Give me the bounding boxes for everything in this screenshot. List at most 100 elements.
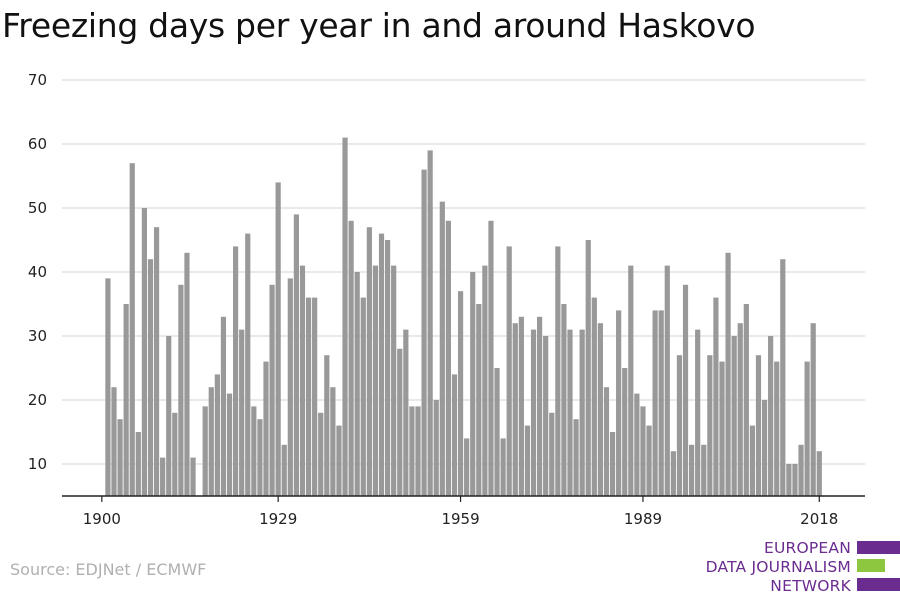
bars <box>105 137 822 497</box>
bar-2002 <box>719 361 725 496</box>
x-tick-1929: 1929 <box>259 510 297 528</box>
bar-1996 <box>682 284 689 496</box>
bar-1917 <box>202 406 208 496</box>
y-tick-20: 20 <box>28 391 47 409</box>
bar-1945 <box>372 265 379 496</box>
bar-1958 <box>451 374 458 496</box>
bar-1911 <box>166 336 172 496</box>
bar-1977 <box>567 329 573 496</box>
bar-1952 <box>415 406 421 496</box>
bar-1964 <box>488 220 494 497</box>
x-axis <box>62 495 865 502</box>
x-tick-1900: 1900 <box>83 510 121 528</box>
bar-1918 <box>208 387 214 496</box>
bar-1913 <box>178 284 184 496</box>
bar-1975 <box>555 246 561 496</box>
bar-1976 <box>561 304 567 496</box>
bar-1949 <box>397 348 403 496</box>
bar-1987 <box>628 265 634 496</box>
bar-1925 <box>251 406 257 496</box>
bar-1942 <box>354 272 360 496</box>
bar-1982 <box>597 323 603 496</box>
bar-1978 <box>573 419 579 496</box>
bar-1991 <box>652 310 658 496</box>
bar-1935 <box>312 297 318 496</box>
bar-1965 <box>494 368 500 496</box>
y-axis-labels: 10 20 30 40 50 60 70 <box>28 71 47 473</box>
bar-1947 <box>385 240 391 496</box>
bar-1971 <box>530 329 537 496</box>
bar-1960 <box>464 438 470 496</box>
bar-1997 <box>689 444 695 496</box>
bar-1969 <box>518 316 524 496</box>
bar-2011 <box>774 361 780 496</box>
bar-1955 <box>433 400 439 496</box>
bar-1926 <box>257 419 263 496</box>
bar-1950 <box>403 329 409 496</box>
bar-1963 <box>482 265 488 496</box>
bar-1928 <box>269 284 275 496</box>
bar-1944 <box>366 227 372 496</box>
bar-1961 <box>470 272 476 496</box>
bar-1968 <box>512 323 518 496</box>
bar-1984 <box>609 432 616 496</box>
bar-1921 <box>226 393 233 496</box>
bar-1959 <box>457 291 464 496</box>
bar-1938 <box>330 387 336 496</box>
bar-1974 <box>549 412 555 496</box>
bar-1989 <box>640 406 646 496</box>
logo-bar-purple-top <box>857 541 900 554</box>
bar-1914 <box>184 252 190 496</box>
source-note: Source: EDJNet / ECMWF <box>10 560 207 579</box>
y-tick-30: 30 <box>28 327 47 345</box>
bar-2015 <box>798 444 804 496</box>
y-tick-10: 10 <box>28 455 47 473</box>
bar-1986 <box>622 368 628 496</box>
edjnet-logo: EUROPEAN DATA JOURNALISM NETWORK <box>700 538 900 598</box>
bar-1910 <box>160 457 166 496</box>
bar-2009 <box>761 400 768 496</box>
bar-1972 <box>537 316 543 496</box>
bar-1933 <box>299 265 306 496</box>
bar-2012 <box>780 259 786 496</box>
logo-line-data-journalism: DATA JOURNALISM <box>705 558 851 576</box>
bar-1956 <box>439 201 445 496</box>
bar-1934 <box>305 297 312 496</box>
bar-1905 <box>129 163 135 496</box>
bar-1990 <box>646 425 652 496</box>
bar-2008 <box>755 355 762 496</box>
bar-2004 <box>731 336 737 496</box>
bar-1981 <box>591 297 597 496</box>
bar-1931 <box>287 278 293 496</box>
bar-1937 <box>324 355 330 496</box>
x-tick-2018: 2018 <box>800 510 838 528</box>
bar-1927 <box>263 361 269 496</box>
bar-1980 <box>585 240 591 496</box>
bar-1919 <box>214 374 220 496</box>
bar-2000 <box>707 355 713 496</box>
y-tick-40: 40 <box>28 263 47 281</box>
bar-1973 <box>543 336 549 496</box>
bar-2017 <box>810 323 816 496</box>
bar-1941 <box>348 220 354 497</box>
bar-1943 <box>360 297 366 496</box>
bar-1932 <box>293 214 299 496</box>
bar-1936 <box>318 412 324 496</box>
bar-2013 <box>786 464 792 496</box>
bar-1967 <box>506 246 512 496</box>
bar-1903 <box>117 419 123 496</box>
bar-1979 <box>579 329 585 496</box>
bar-1915 <box>190 457 196 496</box>
bar-2005 <box>737 323 743 496</box>
bar-1988 <box>634 393 640 496</box>
bar-1922 <box>233 246 239 496</box>
bar-2016 <box>804 361 810 496</box>
bar-1994 <box>670 451 676 496</box>
bar-1995 <box>676 355 683 496</box>
x-tick-1959: 1959 <box>441 510 479 528</box>
bar-1940 <box>342 137 348 496</box>
bar-2001 <box>713 297 719 496</box>
chart-title: Freezing days per year in and around Has… <box>2 6 756 45</box>
bar-1904 <box>123 304 129 496</box>
